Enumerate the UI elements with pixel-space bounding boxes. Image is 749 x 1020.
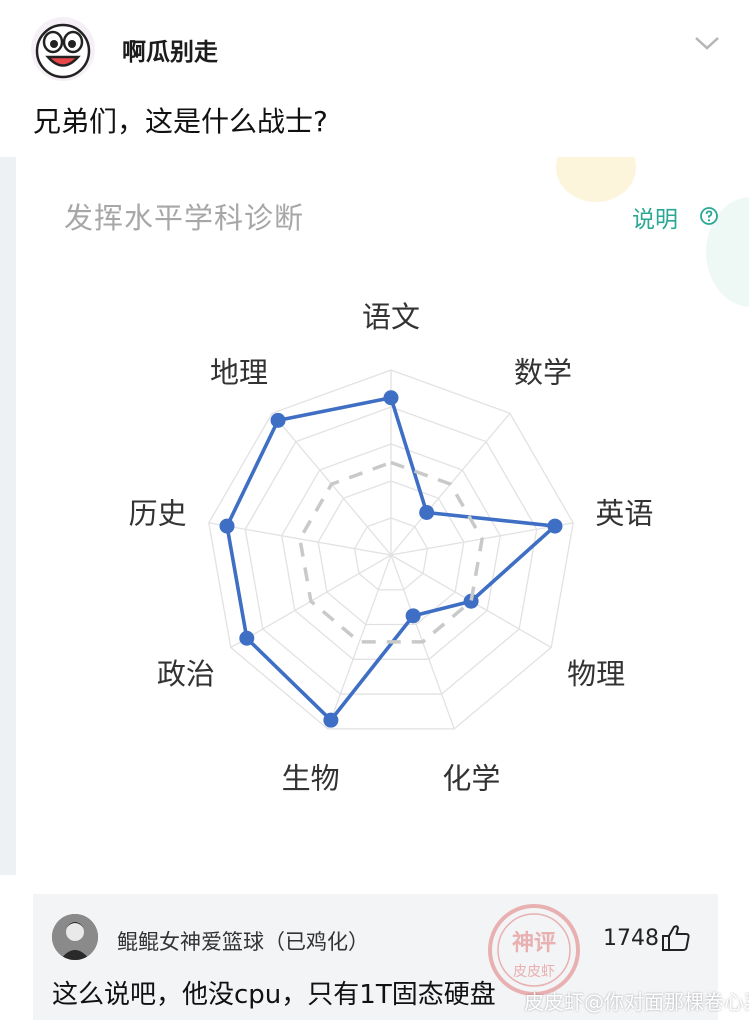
comment-avatar-image	[52, 914, 98, 960]
axis-label-6: 政治	[157, 657, 215, 691]
grid-spoke	[327, 554, 392, 730]
explain-link[interactable]: 说明	[632, 207, 678, 233]
watermark-text: 皮皮虾@你对面那棵卷心菜	[524, 990, 749, 1014]
thumbs-up-icon[interactable]	[661, 924, 691, 952]
grid-spoke	[208, 522, 392, 556]
axis-label-7: 历史	[129, 497, 187, 531]
axis-label-2: 英语	[595, 497, 653, 531]
card-title: 发挥水平学科诊断	[64, 201, 305, 235]
score-point	[219, 518, 235, 534]
comment-username[interactable]: 鲲鲲女神爱篮球（已鸡化）	[117, 930, 369, 954]
help-circle-icon[interactable]	[699, 206, 719, 226]
comment-avatar[interactable]	[52, 914, 98, 960]
reference-series-line	[298, 460, 484, 644]
grid-ring	[244, 406, 538, 695]
card-left-edge	[0, 157, 16, 875]
chevron-down-icon[interactable]	[693, 34, 721, 52]
axis-label-5: 生物	[282, 762, 340, 796]
post-username[interactable]: 啊瓜别走	[122, 38, 218, 66]
score-point	[463, 593, 479, 609]
grid-ring	[317, 480, 465, 626]
score-point	[239, 630, 255, 646]
axis-label-0: 语文	[362, 300, 420, 334]
score-series-line	[225, 395, 557, 722]
score-point	[405, 608, 421, 624]
grid-ring	[353, 517, 429, 591]
grid-ring	[281, 443, 501, 660]
score-point	[323, 712, 339, 728]
grid-ring	[208, 369, 574, 730]
axis-label-4: 化学	[442, 762, 500, 796]
top-comment[interactable]: 鲲鲲女神爱篮球（已鸡化） 1748 这么说吧，他没cpu，只有1T固态硬盘	[33, 894, 718, 1020]
comment-text: 这么说吧，他没cpu，只有1T固态硬盘	[52, 980, 496, 1010]
score-point	[419, 504, 435, 520]
score-point	[383, 390, 399, 406]
axis-label-3: 物理	[567, 657, 625, 691]
post-text: 兄弟们，这是什么战士?	[33, 105, 328, 138]
comment-like-count: 1748	[603, 926, 659, 951]
score-point	[547, 518, 563, 534]
watermark-stamp: 神评 皮皮虾	[488, 904, 580, 996]
diagnosis-card: 发挥水平学科诊断 说明 语文数学英语物理化学 生物 政治 历史 地理	[16, 157, 749, 875]
score-point	[270, 412, 286, 428]
axis-label-8: 地理	[210, 356, 268, 390]
axis-label-1: 数学	[514, 356, 572, 390]
watermark-stamp-top: 神评	[512, 930, 556, 956]
avatar[interactable]	[30, 16, 96, 82]
watermark-stamp-bottom: 皮皮虾	[513, 964, 555, 980]
post-header: 啊瓜别走 兄弟们，这是什么战士?	[0, 0, 749, 160]
